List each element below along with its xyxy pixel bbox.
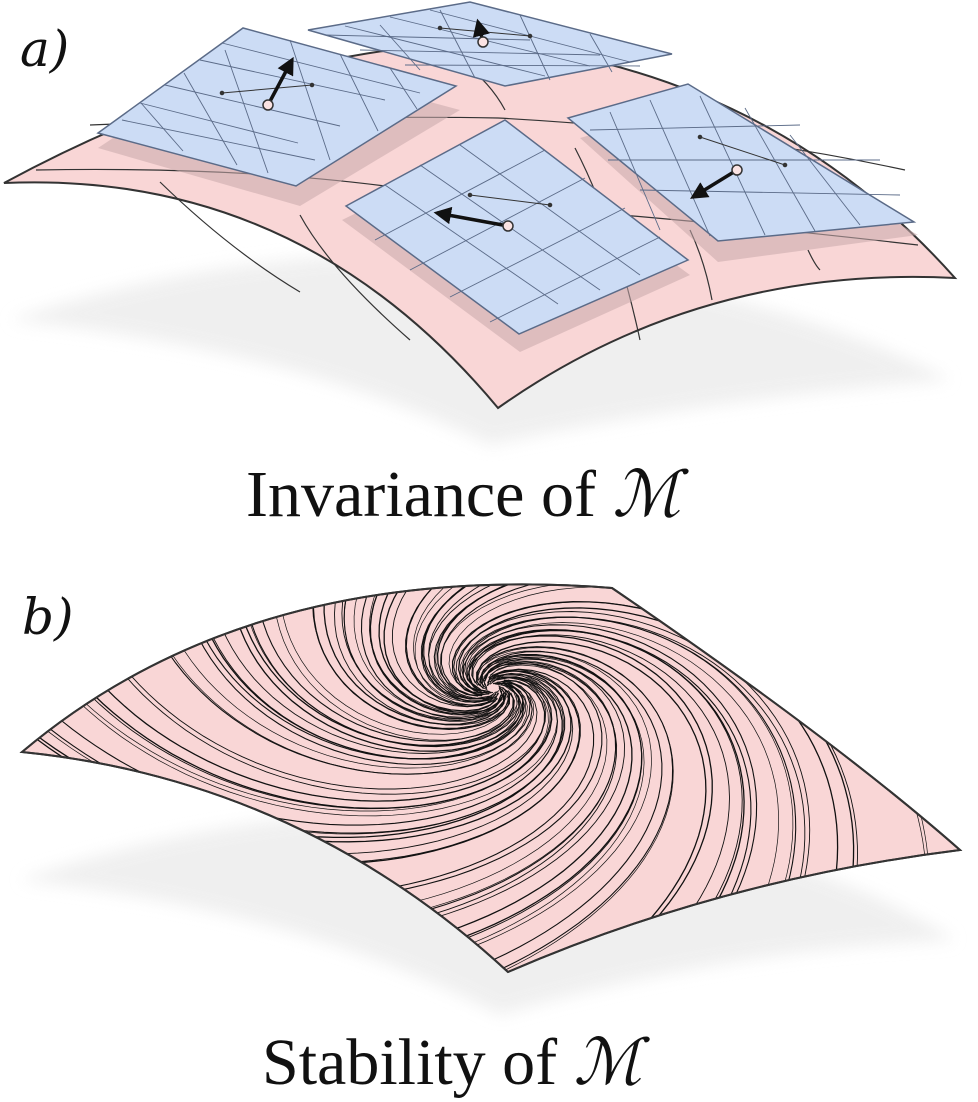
tangent-plane-4 [566, 83, 917, 242]
vector-arrow-4 [690, 168, 738, 199]
flow-line [383, 584, 960, 714]
flow-line [22, 584, 558, 817]
flow-line [22, 584, 553, 809]
vector-arrows [266, 18, 738, 228]
flow-line [360, 584, 960, 719]
flow-line [68, 647, 674, 972]
base-point-4 [731, 164, 743, 176]
tangent-plane-1 [96, 27, 458, 187]
flow-line [234, 584, 602, 747]
flow-line [405, 584, 960, 771]
flow-line [423, 584, 960, 871]
flow-line [378, 584, 960, 712]
flow-line [243, 584, 636, 748]
vector-arrow-1 [266, 56, 294, 106]
flow-line [420, 584, 960, 890]
flow-line [64, 646, 674, 972]
flow-line [255, 584, 685, 742]
flow-line [464, 616, 806, 972]
flow-line [180, 584, 522, 760]
flow-line [301, 634, 730, 972]
flow-line [229, 635, 713, 972]
flow-line [23, 651, 663, 972]
base-point-3 [502, 220, 514, 232]
flow-line [343, 584, 960, 722]
flow-line [391, 584, 960, 708]
flow-line [455, 611, 811, 972]
flow-line [405, 624, 758, 972]
flow-line [412, 584, 960, 805]
flow-line [228, 584, 581, 752]
panel-b [19, 583, 963, 1015]
flow-line [279, 584, 780, 735]
tangent-plane-3 [344, 119, 690, 335]
flow-line [22, 584, 546, 802]
flow-line [56, 584, 547, 795]
flow-line [312, 584, 922, 730]
flow-line [353, 584, 960, 718]
flow-line [334, 584, 960, 726]
flow-line [59, 584, 538, 790]
flow-line [369, 584, 960, 715]
tangent-plane-2 [307, 1, 673, 87]
flow-line [323, 584, 960, 726]
base-points [262, 36, 743, 232]
flow-line [312, 584, 918, 729]
flow-line [273, 584, 757, 741]
manifold-symbol: ℳ [612, 458, 681, 532]
flow-line [405, 584, 960, 766]
flow-line [428, 584, 960, 922]
manifold-symbol: ℳ [573, 1026, 643, 1100]
flow-line [206, 584, 521, 754]
flow-line [206, 641, 707, 972]
panel-a-caption: Invariance of ℳ [246, 462, 681, 528]
flow-line [465, 622, 779, 972]
flow-line [341, 584, 960, 720]
vector-arrow-3 [433, 206, 509, 228]
flow-line [414, 584, 960, 855]
flow-line [22, 650, 652, 972]
panel-b-caption-text: Stability of [262, 1026, 558, 1099]
panel-a-label: a) [20, 20, 70, 78]
flow-line [384, 630, 752, 972]
panel-b-caption: Stability of ℳ [262, 1030, 642, 1096]
panel-a [3, 1, 958, 445]
flow-line [22, 653, 643, 972]
flow-line [22, 584, 549, 812]
panel-b-label: b) [22, 588, 74, 646]
base-point-1 [262, 99, 274, 111]
panel-a-caption-text: Invariance of [246, 458, 596, 531]
flow-line [457, 607, 839, 972]
flow-line [22, 656, 645, 972]
base-point-2 [477, 36, 489, 48]
